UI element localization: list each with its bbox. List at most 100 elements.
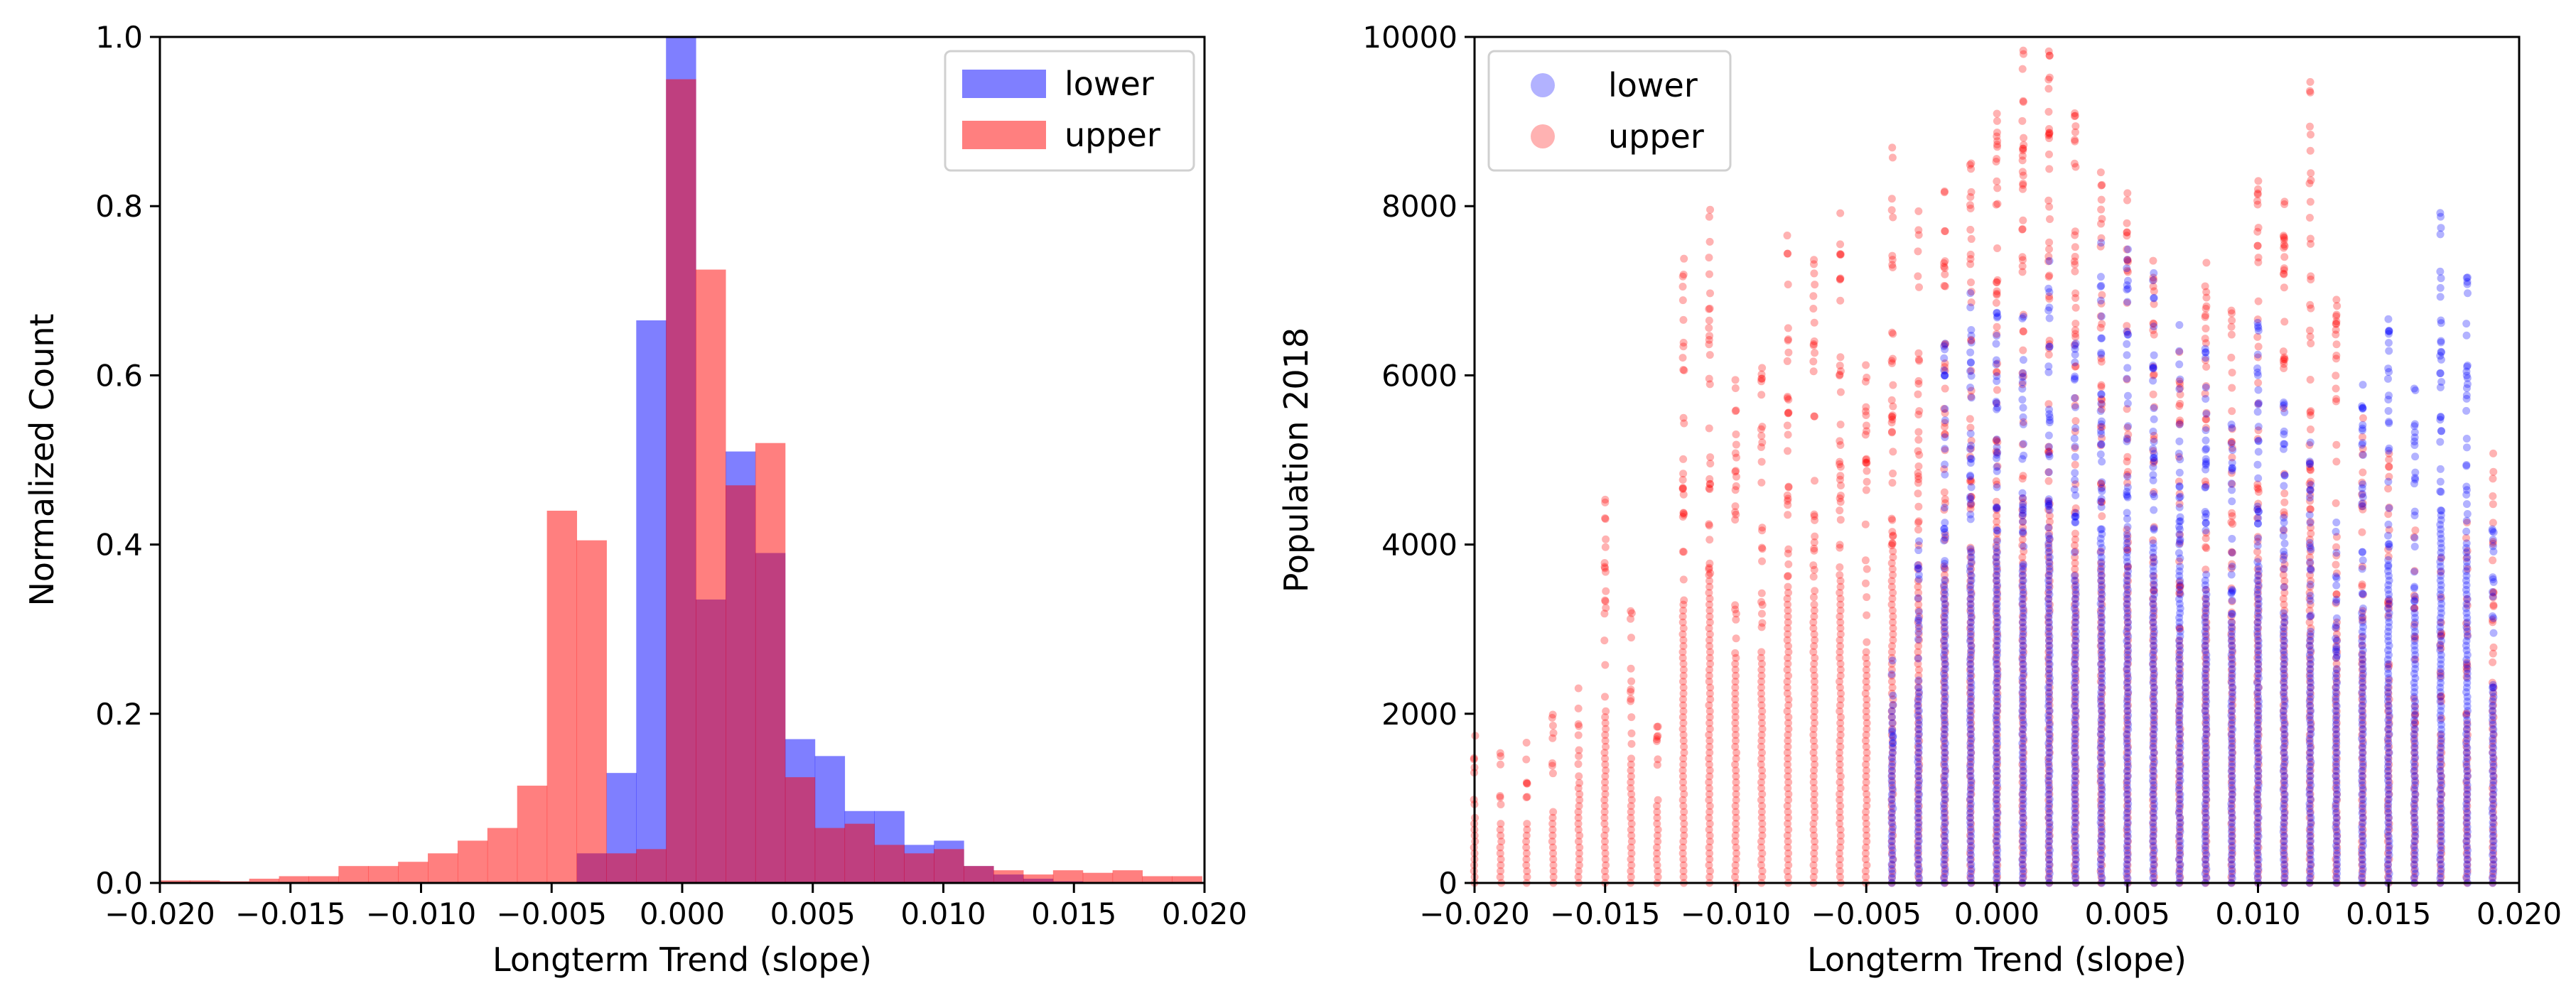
scatter-point-upper — [1653, 831, 1661, 840]
scatter-point-upper — [1992, 600, 2000, 609]
scatter-point-upper — [2018, 772, 2027, 781]
scatter-point-upper — [1680, 808, 1688, 816]
scatter-point-upper — [1810, 831, 1818, 840]
scatter-point-upper — [1836, 820, 1844, 828]
y-tick-label: 0 — [1438, 866, 1457, 901]
scatter-point-upper — [1731, 760, 1740, 769]
scatter-point-upper — [1836, 737, 1844, 745]
scatter-point-upper — [1731, 502, 1740, 511]
scatter-point-lower — [2044, 362, 2053, 371]
scatter-point-upper — [1993, 535, 2001, 543]
y-tick-label: 10000 — [1362, 20, 1457, 55]
scatter-point-upper — [2018, 168, 2027, 176]
scatter-point-upper — [1888, 354, 1897, 363]
scatter-point-upper — [1705, 305, 1713, 313]
scatter-point-upper — [1732, 472, 1740, 481]
scatter-point-upper — [1678, 618, 1687, 627]
histogram-bar-upper — [696, 269, 726, 883]
scatter-point-upper — [1993, 462, 2002, 470]
scatter-point-upper — [2280, 253, 2289, 261]
scatter-point-upper — [1680, 820, 1688, 828]
scatter-point-lower — [2383, 374, 2392, 383]
scatter-point-upper — [1940, 760, 1949, 769]
scatter-point-upper — [1836, 541, 1844, 549]
scatter-point-upper — [1887, 666, 1896, 674]
scatter-point-upper — [1757, 589, 1766, 597]
scatter-point-upper — [1705, 380, 1714, 389]
legend-label-lower: lower — [1065, 65, 1154, 103]
scatter-point-upper — [1654, 755, 1662, 764]
scatter-point-lower — [2071, 403, 2080, 411]
scatter-point-upper — [1678, 695, 1687, 704]
scatter-point-upper — [1966, 695, 1975, 704]
scatter-point-lower — [2019, 560, 2027, 569]
scatter-point-upper — [1940, 506, 1949, 514]
scatter-point-upper — [1836, 250, 1845, 259]
scatter-point-upper — [1914, 462, 1923, 470]
scatter-point-upper — [1522, 793, 1531, 801]
scatter-point-upper — [1993, 742, 2001, 751]
scatter-point-upper — [1993, 855, 2001, 864]
scatter-point-upper — [1549, 867, 1558, 875]
scatter-point-lower — [2044, 284, 2053, 293]
scatter-point-upper — [1940, 666, 1949, 674]
scatter-point-upper — [1758, 526, 1767, 535]
scatter-point-upper — [1705, 813, 1713, 822]
scatter-point-upper — [2018, 577, 2027, 585]
scatter-point-upper — [1836, 296, 1845, 305]
scatter-point-upper — [1679, 606, 1688, 614]
scatter-point-lower — [2410, 428, 2419, 437]
scatter-point-upper — [1784, 766, 1792, 775]
scatter-point-upper — [1862, 411, 1870, 419]
scatter-point-upper — [1731, 831, 1740, 840]
scatter-point-upper — [2044, 107, 2053, 116]
scatter-point-lower — [2384, 520, 2393, 528]
scatter-point-upper — [1705, 612, 1714, 621]
scatter-point-upper — [1705, 820, 1714, 828]
scatter-point-upper — [1627, 609, 1636, 617]
scatter-point-lower — [1966, 545, 1975, 553]
scatter-point-upper — [1679, 760, 1688, 769]
scatter-point-upper — [1784, 825, 1793, 834]
scatter-point-upper — [1940, 642, 1949, 651]
scatter-point-upper — [1627, 739, 1636, 748]
scatter-point-upper — [1888, 784, 1897, 793]
scatter-point-upper — [1887, 600, 1896, 609]
scatter-point-upper — [1809, 292, 1818, 300]
scatter-point-upper — [1863, 831, 1871, 840]
scatter-x-ticks: −0.020 −0.015 −0.010 −0.005 0.000 0.005 0.010 0… — [1419, 883, 2562, 931]
scatter-point-upper — [1496, 873, 1504, 882]
scatter-point-upper — [1941, 766, 1949, 775]
scatter-point-upper — [1941, 820, 1949, 828]
scatter-point-upper — [1810, 802, 1818, 810]
scatter-point-upper — [1784, 820, 1792, 828]
scatter-point-upper — [1887, 772, 1896, 781]
scatter-point-lower — [2306, 565, 2314, 573]
scatter-point-upper — [1836, 683, 1844, 692]
scatter-point-upper — [1966, 452, 1974, 461]
scatter-point-upper — [2044, 837, 2053, 846]
scatter-point-upper — [1627, 790, 1636, 798]
scatter-point-upper — [1967, 298, 1976, 307]
scatter-point-upper — [2045, 565, 2054, 573]
scatter-point-upper — [2358, 580, 2366, 589]
scatter-point-upper — [1758, 820, 1767, 828]
scatter-point-lower — [2123, 391, 2132, 400]
scatter-point-upper — [1757, 666, 1766, 674]
scatter-point-upper — [1757, 808, 1766, 816]
scatter-point-lower — [2385, 330, 2393, 338]
scatter-point-upper — [1679, 784, 1688, 793]
scatter-point-upper — [1601, 597, 1610, 606]
scatter-point-upper — [1679, 270, 1688, 278]
scatter-point-upper — [1627, 861, 1636, 869]
scatter-point-upper — [2201, 335, 2209, 343]
scatter-point-upper — [1809, 731, 1818, 739]
histogram-bar-upper — [428, 853, 458, 883]
scatter-point-upper — [2020, 648, 2028, 656]
scatter-point-upper — [1809, 624, 1818, 633]
scatter-point-upper — [1862, 855, 1870, 864]
histogram-bar-upper — [1023, 874, 1054, 883]
scatter-point-upper — [2045, 582, 2054, 591]
scatter-point-upper — [1967, 445, 1976, 453]
scatter-point-upper — [1940, 825, 1949, 834]
